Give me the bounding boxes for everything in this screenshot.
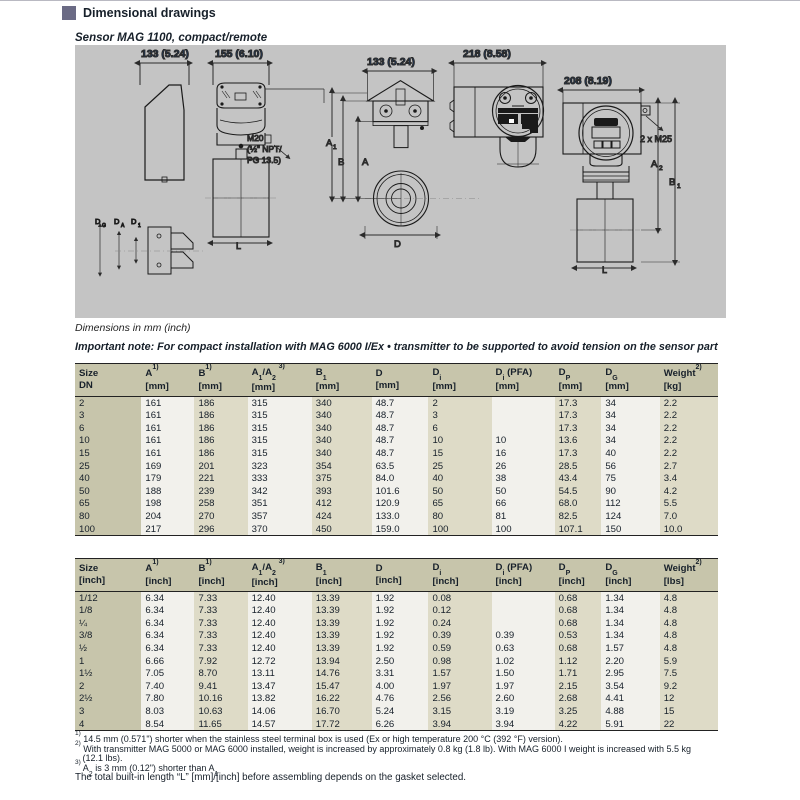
svg-text:208 (8.19): 208 (8.19) xyxy=(564,75,612,87)
svg-text:D: D xyxy=(131,217,137,226)
svg-text:A: A xyxy=(326,138,333,149)
svg-text:1: 1 xyxy=(138,223,141,229)
svg-text:D: D xyxy=(114,217,120,226)
svg-text:2 x M25: 2 x M25 xyxy=(640,134,672,144)
svg-text:B: B xyxy=(669,177,675,188)
svg-text:1: 1 xyxy=(677,183,681,190)
svg-text:133 (5.24): 133 (5.24) xyxy=(367,56,415,68)
svg-text:D: D xyxy=(394,239,401,250)
svg-text:B: B xyxy=(338,157,344,168)
svg-text:(½" NPT/: (½" NPT/ xyxy=(247,144,282,154)
svg-text:D: D xyxy=(95,217,101,226)
svg-text:M20: M20 xyxy=(247,133,264,143)
svg-text:133 (5.24): 133 (5.24) xyxy=(141,48,189,60)
svg-text:G: G xyxy=(102,223,106,229)
svg-text:2: 2 xyxy=(659,165,663,172)
svg-text:155 (6.10): 155 (6.10) xyxy=(215,48,263,60)
svg-text:1: 1 xyxy=(333,144,337,151)
svg-text:218 (8.58): 218 (8.58) xyxy=(463,48,511,60)
svg-text:A: A xyxy=(362,157,369,168)
svg-text:A: A xyxy=(651,159,658,170)
svg-text:A: A xyxy=(121,223,125,229)
svg-text:L: L xyxy=(602,265,607,275)
svg-text:PG 13.5): PG 13.5) xyxy=(247,155,281,165)
